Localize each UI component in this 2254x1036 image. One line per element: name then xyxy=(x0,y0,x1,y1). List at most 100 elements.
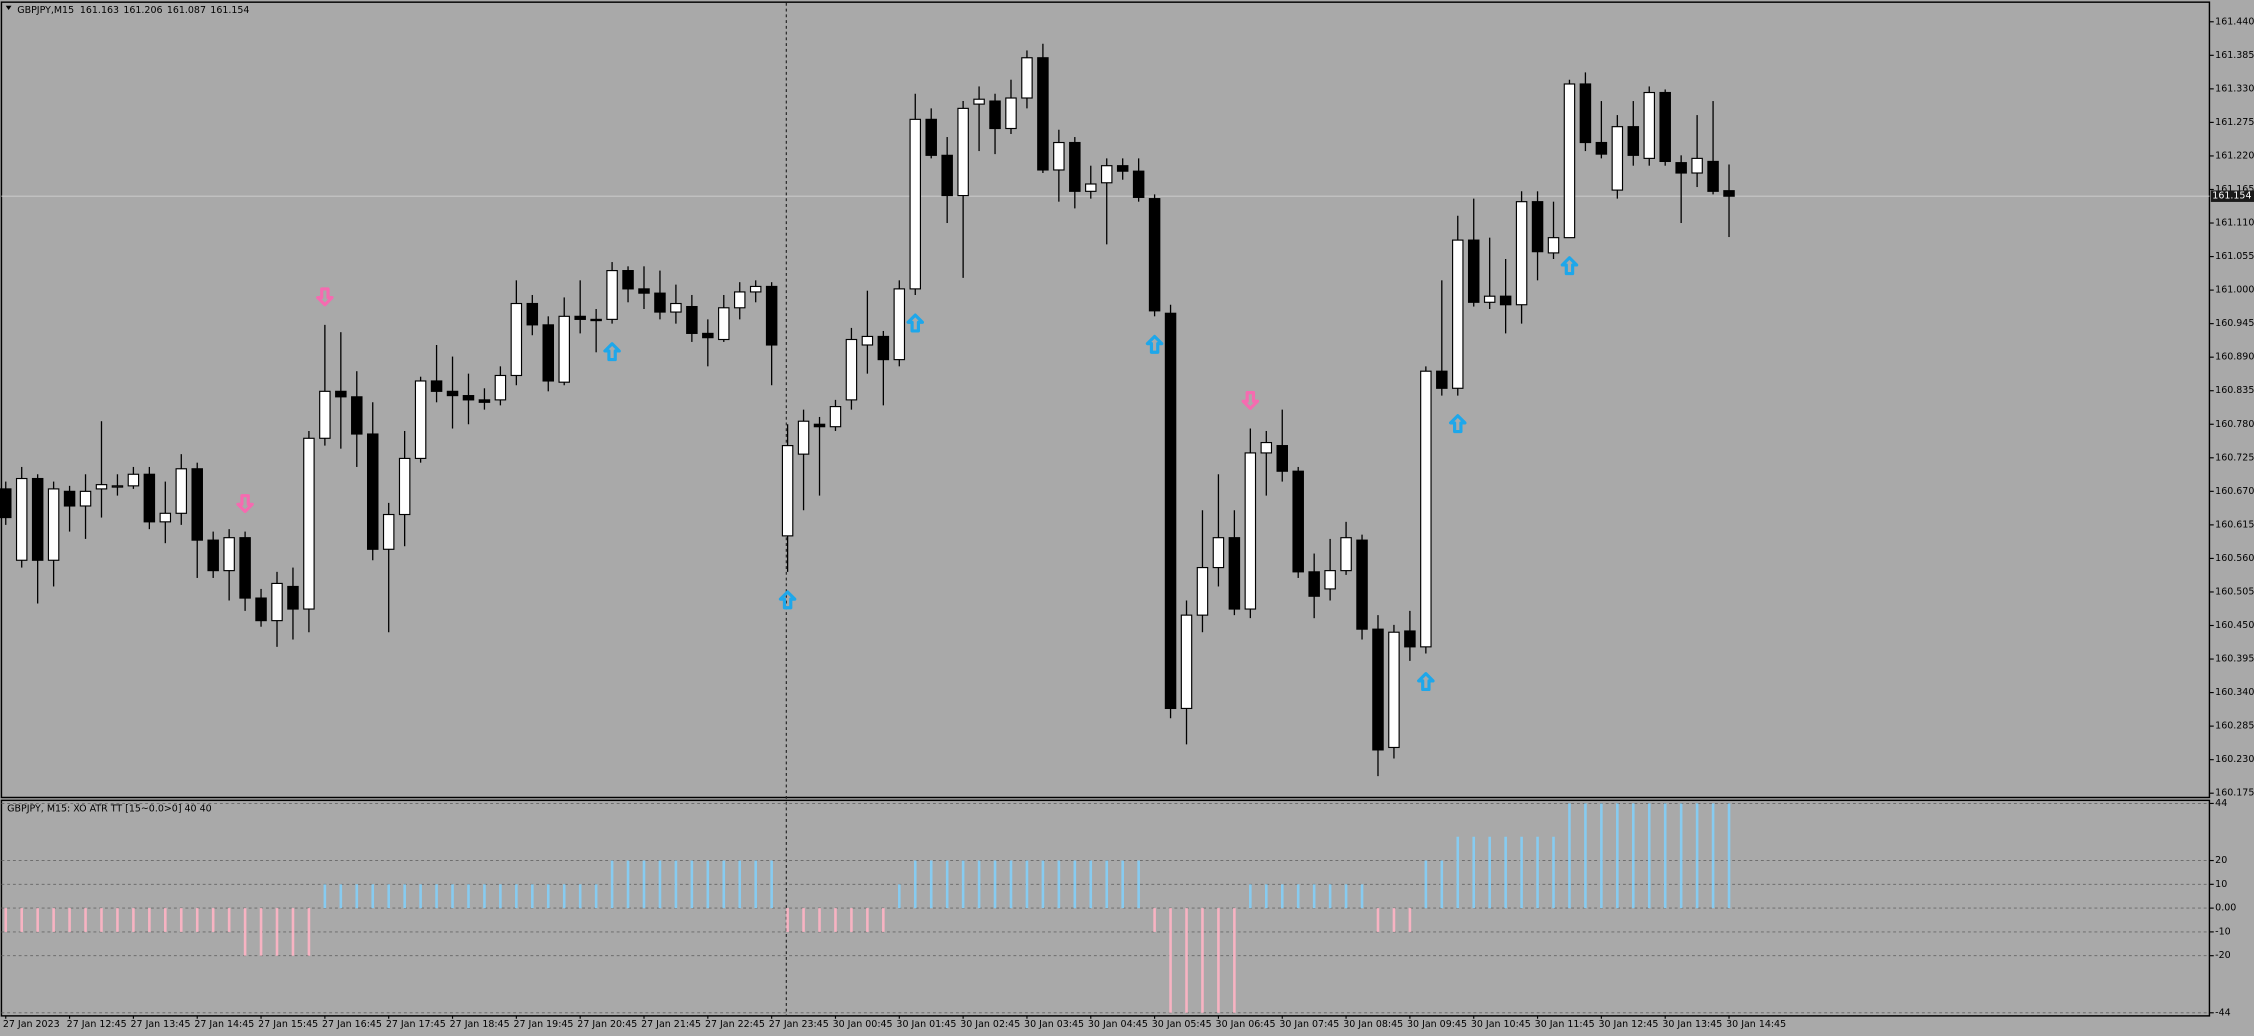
candle-body xyxy=(813,423,826,428)
buy-arrow xyxy=(1449,414,1467,434)
y-tick-label: 0.00 xyxy=(2215,903,2236,914)
candle-body xyxy=(15,477,28,561)
histogram-bar xyxy=(148,908,151,932)
histogram-bar xyxy=(1201,908,1204,1013)
x-tick-label: 30 Jan 02:45 xyxy=(960,1019,1020,1030)
y-tick-label: 160.560 xyxy=(2215,553,2254,564)
y-tick-label: 161.220 xyxy=(2215,150,2254,161)
y-tick-label: 44 xyxy=(2215,798,2227,809)
histogram-bar xyxy=(1265,884,1268,909)
candle-body xyxy=(446,390,459,397)
candle-body xyxy=(398,457,411,516)
candle-body xyxy=(686,305,698,334)
y-tick-label: 161.330 xyxy=(2215,83,2254,94)
histogram-bar xyxy=(1376,908,1380,932)
candle-body xyxy=(1563,83,1576,239)
candle-body xyxy=(622,270,634,290)
y-tick-label: 160.670 xyxy=(2215,486,2254,497)
buy-arrow xyxy=(1145,334,1164,354)
x-tick-label: 30 Jan 05:45 xyxy=(1152,1019,1212,1030)
candle-body xyxy=(271,582,283,622)
histogram-bar xyxy=(578,884,582,909)
histogram-bar xyxy=(467,884,470,909)
x-tick-label: 30 Jan 04:45 xyxy=(1088,1019,1148,1030)
candle-body xyxy=(574,315,586,320)
histogram-bar xyxy=(1536,836,1539,909)
y-tick-label: -44 xyxy=(2215,1007,2230,1018)
histogram-bar xyxy=(323,884,327,909)
histogram-bar xyxy=(977,860,981,909)
histogram-bar xyxy=(1089,860,1093,909)
histogram-bar xyxy=(68,908,71,932)
x-tick-label: 27 Jan 18:45 xyxy=(450,1019,510,1030)
x-tick-label: 27 Jan 17:45 xyxy=(386,1019,446,1030)
histogram-bar xyxy=(1616,803,1619,909)
candle-body xyxy=(335,390,347,398)
candle-body xyxy=(111,485,124,488)
histogram-bar xyxy=(1041,860,1045,909)
histogram-bar xyxy=(164,908,167,932)
candle-body xyxy=(1164,312,1177,710)
x-tick-label: 27 Jan 23:45 xyxy=(769,1019,829,1030)
histogram-bar xyxy=(546,884,550,909)
candle-body xyxy=(893,288,906,361)
candle-body xyxy=(1436,370,1448,389)
histogram-bar xyxy=(1504,836,1507,909)
histogram-bar xyxy=(227,908,231,932)
histogram-bar xyxy=(1344,884,1348,909)
symbol: GBPJPY,M15 xyxy=(17,5,74,16)
candle-body xyxy=(1244,452,1257,610)
x-tick-label: 27 Jan 19:45 xyxy=(513,1019,573,1030)
candle-body xyxy=(1005,97,1017,130)
candle-body xyxy=(1611,126,1624,191)
candle-body xyxy=(1212,537,1225,569)
candle-body xyxy=(1324,570,1336,590)
histogram-bar xyxy=(1472,836,1476,909)
histogram-bar xyxy=(1520,836,1523,909)
histogram-bar xyxy=(850,908,853,932)
histogram-bar xyxy=(1360,884,1364,909)
indicator-title: GBPJPY, M15: XO ATR TT [15~0.0>0] 40 40 xyxy=(7,803,211,814)
y-tick-label: 161.275 xyxy=(2215,117,2254,128)
histogram-bar xyxy=(1057,860,1061,909)
histogram-bar xyxy=(834,908,837,932)
candle-body xyxy=(1308,571,1320,597)
x-tick-label: 30 Jan 03:45 xyxy=(1024,1019,1084,1030)
histogram-bar xyxy=(1552,836,1555,909)
candle-body xyxy=(941,154,953,197)
bid-label-box xyxy=(2210,190,2254,202)
candle-body xyxy=(79,490,92,507)
y-tick-label: 161.055 xyxy=(2215,251,2254,262)
histogram-bar xyxy=(259,908,263,956)
histogram-bar xyxy=(1169,908,1172,1013)
x-tick-label: 30 Jan 08:45 xyxy=(1343,1019,1403,1030)
candle-body xyxy=(255,597,267,622)
histogram-bar xyxy=(898,884,901,909)
candle-body xyxy=(47,488,60,561)
histogram-bar xyxy=(818,908,821,932)
histogram-bar xyxy=(626,860,630,909)
y-tick-label: 160.175 xyxy=(2215,788,2254,799)
histogram-bar xyxy=(1631,803,1635,909)
candle-body xyxy=(845,338,858,401)
x-tick-label: 27 Jan 20:45 xyxy=(577,1019,637,1030)
candle-body xyxy=(1547,237,1560,254)
candle-body xyxy=(1372,628,1384,751)
candle-body xyxy=(1420,370,1432,648)
candle-body xyxy=(558,315,570,383)
main-pane-frame xyxy=(0,1,2211,799)
candle-body xyxy=(1723,190,1735,197)
x-tick-label: 30 Jan 14:45 xyxy=(1726,1019,1786,1030)
histogram-bar xyxy=(499,884,502,909)
histogram-bar xyxy=(690,860,694,909)
histogram-bar xyxy=(1600,803,1603,909)
candle-body xyxy=(1037,57,1049,171)
candle-body xyxy=(781,445,794,537)
candle-body xyxy=(1691,157,1703,174)
bid-label: 161.154 xyxy=(2212,191,2251,202)
x-tick-label: 30 Jan 10:45 xyxy=(1471,1019,1531,1030)
histogram-bar xyxy=(1025,860,1029,909)
y-tick-label: 160.945 xyxy=(2215,318,2254,329)
